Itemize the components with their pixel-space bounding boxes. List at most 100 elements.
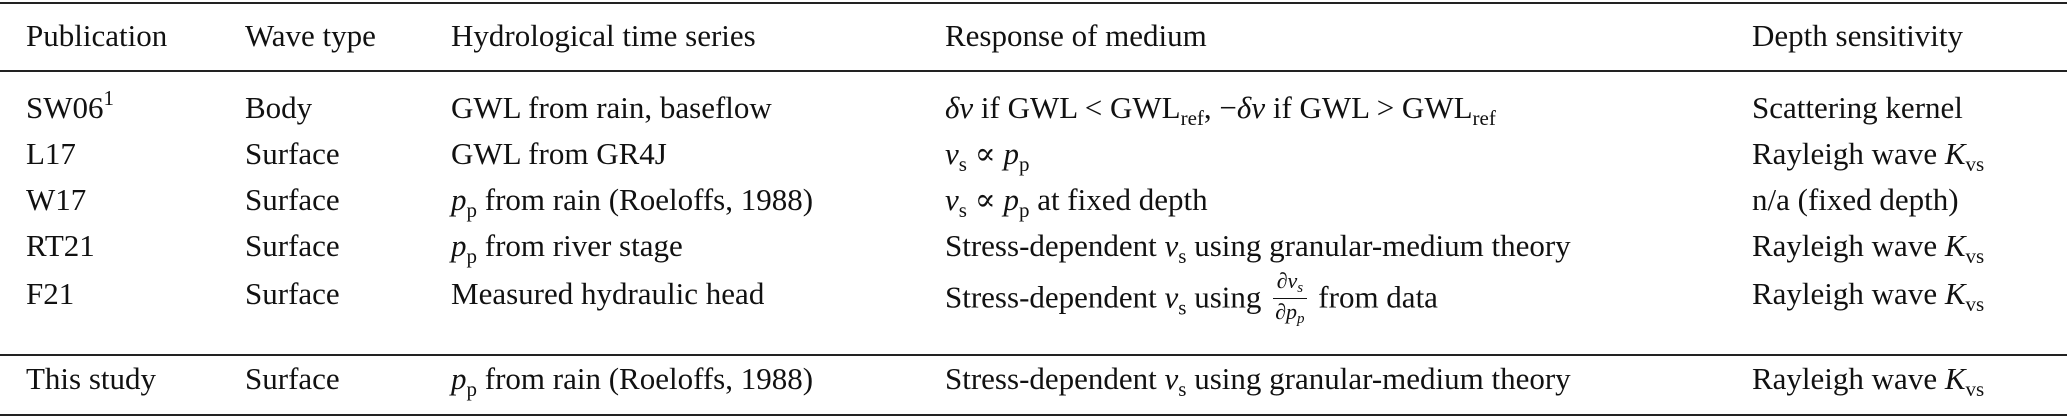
cell-hydrological-series: Measured hydraulic head [451, 276, 765, 311]
pressure-subscript: p [466, 244, 478, 268]
kernel-symbol: K [1944, 228, 1966, 263]
velocity-symbol: v [1164, 279, 1179, 315]
series-text: from rain (Roeloffs, 1988) [477, 361, 814, 396]
cell-depth-sensitivity: Rayleigh wave Kvs [1752, 357, 1984, 401]
kernel-symbol: K [1944, 136, 1966, 171]
cell-hydrological-series: GWL from GR4J [451, 136, 667, 171]
pressure-subscript: p [1018, 198, 1030, 222]
response-subscript: ref [1472, 106, 1496, 130]
pressure-subscript: p [1018, 152, 1030, 176]
table-study-separator [0, 354, 2067, 356]
response-text: at fixed depth [1029, 182, 1208, 217]
table-top-rule [0, 2, 2067, 4]
pressure-symbol: p [1003, 182, 1019, 217]
velocity-symbol: v [1164, 361, 1179, 396]
velocity-symbol: v [945, 182, 959, 217]
response-text: from data [1310, 279, 1438, 315]
cell-depth-sensitivity: Rayleigh wave Kvs [1752, 132, 1984, 176]
cell-response: vs ∝ pp at fixed depth [945, 178, 1208, 222]
header-response-of-medium: Response of medium [945, 18, 1207, 53]
cell-wave-type: Body [245, 90, 313, 125]
velocity-subscript: s [1178, 295, 1187, 320]
response-text: Stress-dependent [945, 361, 1165, 396]
cell-hydrological-series: pp from rain (Roeloffs, 1988) [451, 178, 813, 222]
pressure-symbol: p [1003, 136, 1019, 171]
cell-response: Stress-dependent vs using ∂vs ∂pp from da… [945, 268, 1438, 329]
cell-depth-sensitivity: Scattering kernel [1752, 90, 1963, 125]
kernel-subscript: vs [1965, 152, 1985, 176]
response-part: if GWL > GWL [1265, 90, 1473, 125]
cell-response: Stress-dependent vs using granular-mediu… [945, 224, 1571, 268]
response-part: , − [1203, 90, 1237, 125]
cell-publication: RT21 [26, 228, 95, 263]
cell-publication: W17 [26, 182, 87, 217]
kernel-subscript: vs [1965, 244, 1985, 268]
cell-publication: F21 [26, 276, 75, 311]
pressure-symbol: p [451, 228, 467, 263]
denominator-text: ∂p [1275, 299, 1298, 324]
cell-wave-type: Surface [245, 182, 340, 217]
velocity-subscript: s [1178, 244, 1187, 268]
cell-response: Stress-dependent vs using granular-mediu… [945, 357, 1571, 401]
velocity-subscript: s [958, 198, 967, 222]
cell-hydrological-series: pp from river stage [451, 224, 683, 268]
fraction-numerator: ∂vs [1273, 268, 1307, 299]
table-header-rule [0, 70, 2067, 72]
response-part: δv [1236, 90, 1266, 125]
response-text: using granular-medium theory [1186, 228, 1571, 263]
response-text: Stress-dependent [945, 228, 1165, 263]
table-header-row: Publication Wave type Hydrological time … [0, 14, 2067, 58]
proportional-symbol: ∝ [966, 136, 1004, 171]
table-row: L17 Surface GWL from GR4J vs ∝ pp Raylei… [0, 132, 2067, 176]
series-text: from river stage [477, 228, 683, 263]
numerator-text: ∂v [1276, 268, 1298, 293]
kernel-subscript: vs [1965, 377, 1985, 401]
response-text: Stress-dependent [945, 279, 1165, 315]
depth-text: Rayleigh wave [1752, 136, 1945, 171]
series-text: from rain (Roeloffs, 1988) [477, 182, 814, 217]
cell-hydrological-series: GWL from rain, baseflow [451, 90, 772, 125]
derivative-fraction: ∂vs ∂pp [1273, 268, 1307, 327]
pressure-symbol: p [451, 182, 467, 217]
response-text: using [1186, 279, 1270, 315]
cell-publication: L17 [26, 136, 76, 171]
response-subscript: ref [1180, 106, 1204, 130]
cell-wave-type: Surface [245, 136, 340, 171]
cell-wave-type: Surface [245, 361, 340, 396]
velocity-subscript: s [1178, 377, 1187, 401]
header-hydrological-time-series: Hydrological time series [451, 18, 756, 53]
response-part: δv [945, 90, 974, 125]
velocity-subscript: s [958, 152, 967, 176]
header-depth-sensitivity: Depth sensitivity [1752, 18, 1963, 53]
header-publication: Publication [26, 18, 168, 53]
proportional-symbol: ∝ [966, 182, 1004, 217]
pressure-subscript: p [466, 377, 478, 401]
numerator-subscript: s [1297, 280, 1304, 296]
table-row-this-study: This study Surface pp from rain (Roeloff… [0, 357, 2067, 401]
table-bottom-rule [0, 414, 2067, 416]
cell-publication: SW061 [26, 86, 114, 130]
response-text: using granular-medium theory [1186, 361, 1571, 396]
depth-text: Rayleigh wave [1752, 361, 1945, 396]
publication-text: SW06 [26, 90, 104, 125]
cell-depth-sensitivity: Rayleigh wave Kvs [1752, 224, 1984, 268]
kernel-symbol: K [1944, 361, 1966, 396]
depth-text: Rayleigh wave [1752, 276, 1945, 311]
cell-depth-sensitivity: Rayleigh wave Kvs [1752, 272, 1984, 316]
fraction-denominator: ∂pp [1273, 299, 1306, 327]
pressure-symbol: p [451, 361, 467, 396]
table-row: SW061 Body GWL from rain, baseflow δv if… [0, 86, 2067, 130]
header-wave-type: Wave type [245, 18, 376, 53]
table-row: W17 Surface pp from rain (Roeloffs, 1988… [0, 178, 2067, 222]
pressure-subscript: p [466, 198, 478, 222]
cell-response: δv if GWL < GWLref, −δv if GWL > GWLref [945, 86, 1496, 130]
velocity-symbol: v [1164, 228, 1179, 263]
cell-publication: This study [26, 361, 157, 396]
response-part: if GWL < GWL [973, 90, 1181, 125]
depth-text: Rayleigh wave [1752, 228, 1945, 263]
kernel-subscript: vs [1965, 292, 1985, 316]
denominator-subscript: p [1297, 311, 1305, 327]
cell-wave-type: Surface [245, 276, 340, 311]
footnote-marker: 1 [103, 86, 115, 110]
